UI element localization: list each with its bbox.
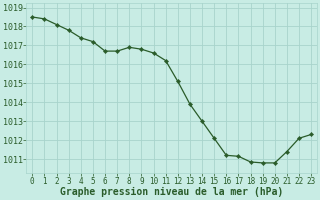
X-axis label: Graphe pression niveau de la mer (hPa): Graphe pression niveau de la mer (hPa): [60, 187, 284, 197]
